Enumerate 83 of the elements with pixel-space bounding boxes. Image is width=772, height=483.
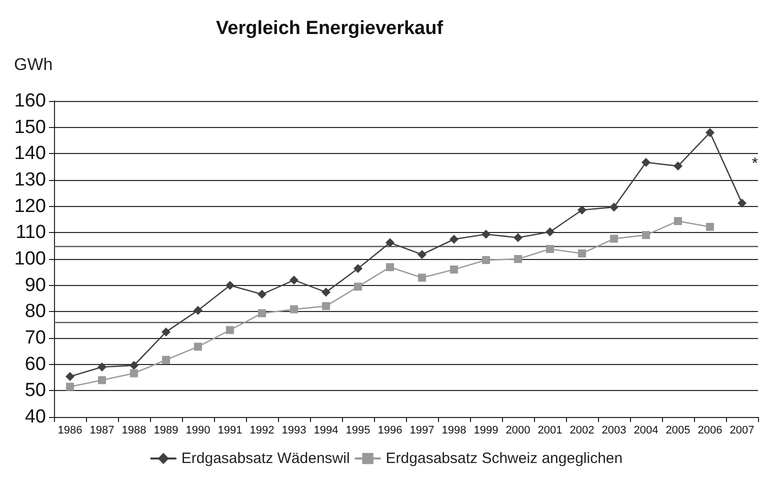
point xyxy=(418,274,426,282)
point xyxy=(578,206,586,215)
point xyxy=(354,282,362,291)
x-tick-label: 1999 xyxy=(474,424,498,436)
point xyxy=(642,158,650,167)
point xyxy=(482,256,490,264)
point xyxy=(642,231,650,240)
point xyxy=(546,227,554,236)
point xyxy=(226,326,234,334)
point xyxy=(354,264,362,273)
point xyxy=(194,306,202,315)
point xyxy=(386,263,394,272)
y-tick-label: 140 xyxy=(14,143,46,164)
y-axis-title: GWh xyxy=(14,55,53,74)
x-tick-label: 1991 xyxy=(218,424,242,436)
annotation: * xyxy=(752,156,758,172)
point xyxy=(226,280,234,290)
point xyxy=(98,362,106,372)
x-tick-label: 1986 xyxy=(58,424,82,436)
point xyxy=(258,290,266,299)
point xyxy=(386,238,394,248)
x-tick-label: 1993 xyxy=(282,424,306,436)
x-tick-label: 1994 xyxy=(314,424,338,436)
point xyxy=(610,202,618,212)
point xyxy=(162,327,170,336)
point xyxy=(450,234,458,244)
x-tick-label: 2005 xyxy=(666,424,690,436)
point xyxy=(706,222,714,231)
point xyxy=(418,250,426,260)
y-tick-label: 80 xyxy=(24,301,46,322)
point xyxy=(482,230,490,239)
point xyxy=(66,382,74,391)
point xyxy=(194,342,202,351)
point xyxy=(290,276,298,285)
point xyxy=(546,244,554,253)
point xyxy=(66,372,74,381)
x-tick-label: 2001 xyxy=(538,424,562,436)
x-tick-label: 1996 xyxy=(378,424,402,436)
point xyxy=(290,305,298,314)
x-tick-label: 2006 xyxy=(698,424,722,436)
y-tick-label: 60 xyxy=(24,354,46,375)
y-tick-label: 130 xyxy=(14,170,46,190)
y-tick-label: 150 xyxy=(14,116,46,138)
y-tick-label: 50 xyxy=(24,380,46,402)
x-tick-label: 2002 xyxy=(570,424,594,436)
y-tick-label: 160 xyxy=(14,90,46,112)
point xyxy=(578,249,586,258)
x-tick-label: 1992 xyxy=(250,424,274,436)
x-tick-label: 1989 xyxy=(154,424,178,436)
point xyxy=(514,255,522,263)
point xyxy=(674,162,682,171)
x-tick-label: 1995 xyxy=(346,424,370,436)
x-tick-label: 1987 xyxy=(90,424,114,436)
x-tick-label: 1998 xyxy=(442,424,466,436)
x-tick-label: 2003 xyxy=(602,424,626,436)
point xyxy=(162,356,170,364)
y-tick-label: 100 xyxy=(14,248,46,270)
point xyxy=(322,288,330,297)
x-tick-label: 2000 xyxy=(506,424,530,436)
chart-title: Vergleich Energieverkauf xyxy=(216,18,444,39)
point xyxy=(98,376,106,384)
point xyxy=(706,128,714,138)
point xyxy=(130,369,138,378)
x-tick-label: 1988 xyxy=(122,424,146,436)
y-tick-label: 90 xyxy=(24,274,46,296)
point xyxy=(514,233,522,242)
point xyxy=(258,309,266,318)
y-tick-label: 120 xyxy=(14,196,46,217)
x-tick-label: 2007 xyxy=(730,424,754,436)
y-tick-label: 40 xyxy=(24,406,46,428)
point xyxy=(738,198,746,208)
x-tick-label: 1990 xyxy=(186,424,210,436)
point xyxy=(130,360,138,370)
point xyxy=(610,234,618,243)
x-tick-label: 1997 xyxy=(410,424,434,436)
point xyxy=(450,266,458,274)
legend-label: Erdgasabsatz Schweiz angeglichen xyxy=(386,450,623,467)
legend-label: Erdgasabsatz Wädenswil xyxy=(181,450,350,467)
x-tick-label: 2004 xyxy=(634,424,658,436)
point xyxy=(674,217,682,226)
y-tick-label: 70 xyxy=(24,328,46,348)
point xyxy=(322,302,330,310)
y-tick-label: 110 xyxy=(16,222,46,244)
